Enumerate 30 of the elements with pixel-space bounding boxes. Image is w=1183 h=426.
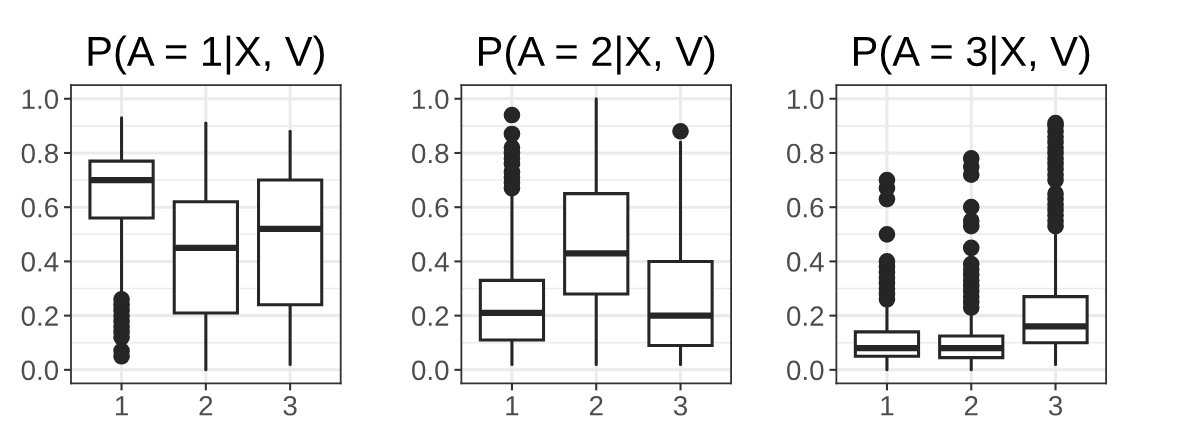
y-tick-label: 0.8 — [21, 143, 58, 164]
y-tick-label: 0.2 — [787, 306, 824, 326]
y-tick-label: 0.4 — [412, 252, 449, 272]
x-tick-label: 2 — [589, 395, 603, 416]
y-tick-label: 0.0 — [412, 360, 449, 381]
chart-title: P(A = 1|X, V) — [88, 35, 324, 75]
x-tick-label: 3 — [673, 395, 688, 416]
y-tick-label: 0.2 — [412, 306, 449, 326]
y-tick-label: 0.8 — [412, 143, 449, 164]
x-tick-label: 3 — [283, 395, 297, 416]
x-tick-label: 2 — [199, 395, 213, 416]
y-tick-label: 0.8 — [787, 143, 824, 164]
x-tick-label: 1 — [115, 396, 128, 416]
chart-title: P(A = 2|X, V) — [479, 35, 715, 75]
x-tick-label: 1 — [506, 396, 519, 416]
y-tick-label: 0.6 — [21, 197, 58, 218]
y-tick-label: 0.4 — [21, 252, 59, 272]
y-tick-label: 0.2 — [21, 306, 58, 326]
x-tick-label: 3 — [1048, 395, 1063, 416]
y-tick-label: 1.0 — [22, 89, 59, 110]
x-tick-label: 2 — [964, 395, 978, 416]
y-tick-label: 0.6 — [787, 197, 824, 218]
y-tick-label: 0.0 — [787, 360, 824, 381]
x-tick-label: 1 — [881, 396, 894, 416]
y-tick-label: 1.0 — [788, 89, 824, 110]
chart-title: P(A = 3|X, V) — [854, 35, 1090, 75]
y-tick-label: 1.0 — [413, 89, 449, 110]
y-tick-label: 0.0 — [21, 360, 59, 381]
y-tick-label: 0.6 — [412, 197, 449, 218]
y-tick-label: 0.4 — [787, 252, 824, 272]
